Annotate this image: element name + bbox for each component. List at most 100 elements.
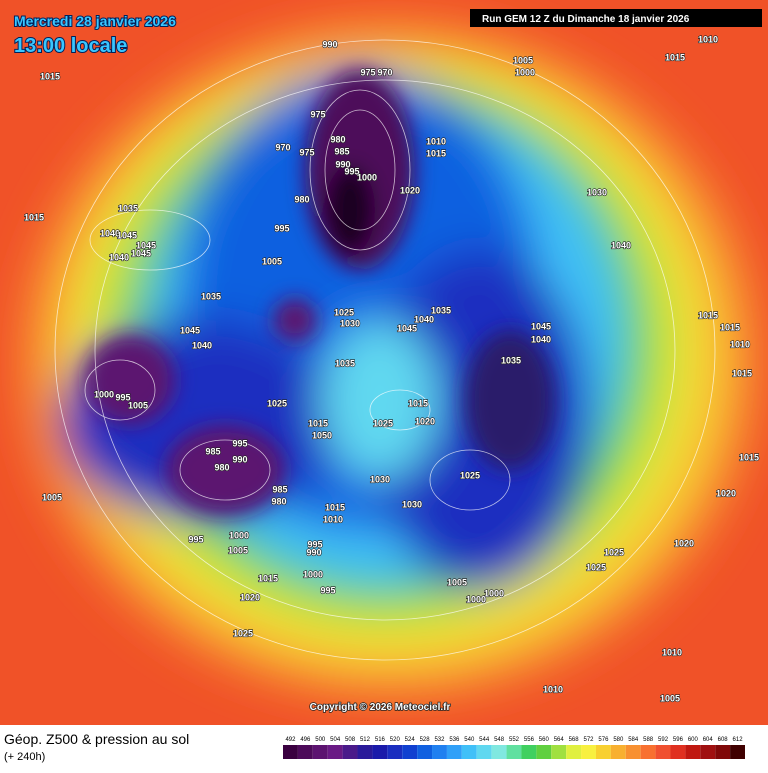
- colorbar: 492 496 500 504 508 512 516 520 524 528 532 536 540 5…: [283, 737, 745, 759]
- color-swatch: [387, 745, 403, 759]
- isobar-label: 1025: [586, 562, 606, 572]
- isobar-label: 1015: [24, 212, 44, 222]
- color-swatch: [655, 745, 671, 759]
- color-swatch: [372, 745, 388, 759]
- isobar-label: 985: [334, 146, 349, 156]
- isobar-label: 995: [274, 223, 289, 233]
- isobar-label: 1000: [357, 172, 377, 182]
- colorbar-tick-label: 600: [688, 737, 699, 743]
- colorbar-tick-label: 528: [420, 737, 431, 743]
- isobar-label: 1040: [531, 334, 551, 344]
- isobar-label: 1000: [94, 389, 114, 399]
- isobar-label: 1005: [447, 577, 467, 587]
- isobar-label: 1000: [229, 530, 249, 540]
- isobar-label: 1015: [40, 71, 60, 81]
- color-swatch: [342, 745, 358, 759]
- isobar-label: 985: [272, 484, 287, 494]
- isobar-label: 1015: [739, 452, 759, 462]
- color-swatch: [610, 745, 626, 759]
- isobar-label: 970: [275, 142, 290, 152]
- isobar-label: 1030: [370, 474, 390, 484]
- legend-subtitle: (+ 240h): [4, 751, 45, 763]
- colorbar-tick-label: 592: [658, 737, 669, 743]
- colorbar-tick-label: 596: [673, 737, 684, 743]
- isobar-label: 1025: [334, 307, 354, 317]
- color-swatch: [283, 745, 298, 759]
- isobar-label: 1030: [402, 499, 422, 509]
- isobar-label: 1010: [730, 339, 750, 349]
- isobar-label: 1050: [312, 430, 332, 440]
- isobar-label: 1000: [484, 588, 504, 598]
- isobar-label: 990: [335, 159, 350, 169]
- isobar-label: 1000: [303, 569, 323, 579]
- isobar-label: 1025: [233, 628, 253, 638]
- isobar-label: 1010: [662, 647, 682, 657]
- isobar-label: 1025: [267, 398, 287, 408]
- isobar-label: 1015: [665, 52, 685, 62]
- isobar-label: 1045: [117, 230, 137, 240]
- isobar-label: 1025: [604, 547, 624, 557]
- isobar-label: 995: [344, 166, 359, 176]
- color-swatch: [491, 745, 507, 759]
- isobar-label: 980: [294, 194, 309, 204]
- isobar-label: 985: [205, 446, 220, 456]
- isobar-label: 980: [271, 496, 286, 506]
- isobar-label: 1045: [531, 321, 551, 331]
- color-swatch: [551, 745, 567, 759]
- isobar-label: 1030: [587, 187, 607, 197]
- isobar-label: 1040: [192, 340, 212, 350]
- isobar-label: 1015: [408, 398, 428, 408]
- color-swatch: [446, 745, 462, 759]
- isobar-label: 990: [232, 454, 247, 464]
- colorbar-tick-label: 556: [524, 737, 535, 743]
- isobar-label: 1000: [515, 67, 535, 77]
- color-swatch: [521, 745, 537, 759]
- isobar-label: 1015: [426, 148, 446, 158]
- color-swatch: [640, 745, 656, 759]
- color-swatch: [685, 745, 701, 759]
- isobar-label: 1035: [431, 305, 451, 315]
- isobar-label: 1025: [460, 470, 480, 480]
- run-box: [470, 9, 762, 27]
- isobar-label: 1000: [466, 594, 486, 604]
- isobar-label: 995: [307, 539, 322, 549]
- isobar-label: 1015: [308, 418, 328, 428]
- isobar-label: 1030: [340, 318, 360, 328]
- isobar-label: 995: [115, 392, 130, 402]
- isobar-label: 1010: [323, 514, 343, 524]
- colorbar-tick-label: 496: [300, 737, 311, 743]
- colorbar-tick-label: 572: [584, 737, 595, 743]
- color-swatch: [536, 745, 552, 759]
- colorbar-tick-label: 500: [315, 737, 326, 743]
- isobar-label: 1040: [611, 240, 631, 250]
- color-swatch: [461, 745, 477, 759]
- isobar-label: 1010: [543, 684, 563, 694]
- colorbar-tick-label: 532: [434, 737, 445, 743]
- field: [0, 0, 768, 725]
- isobar-label: 1045: [136, 240, 156, 250]
- isobar-label: 1015: [698, 310, 718, 320]
- isobar-label: 1045: [397, 323, 417, 333]
- colorbar-tick-label: 552: [509, 737, 520, 743]
- color-swatch: [595, 745, 611, 759]
- color-swatch: [476, 745, 492, 759]
- isobar-label: 1015: [732, 368, 752, 378]
- isobar-label: 1015: [258, 573, 278, 583]
- colorbar-tick-label: 612: [733, 737, 744, 743]
- colorbar-tick-label: 520: [390, 737, 401, 743]
- colorbar-tick-label: 512: [360, 737, 371, 743]
- color-swatch: [715, 745, 731, 759]
- isobar-label: 1020: [716, 488, 736, 498]
- isobar-label: 980: [330, 134, 345, 144]
- isobar-label: 995: [320, 585, 335, 595]
- color-swatch: [432, 745, 447, 759]
- isobar-label: 1020: [400, 185, 420, 195]
- colorbar-tick-label: 584: [628, 737, 639, 743]
- isobar-label: 980: [214, 462, 229, 472]
- color-swatch: [402, 745, 418, 759]
- legend-title: Géop. Z500 & pression au sol: [4, 731, 189, 747]
- colorbar-tick-label: 548: [494, 737, 505, 743]
- run-info: Run GEM 12 Z du Dimanche 18 janvier 2026: [482, 14, 690, 25]
